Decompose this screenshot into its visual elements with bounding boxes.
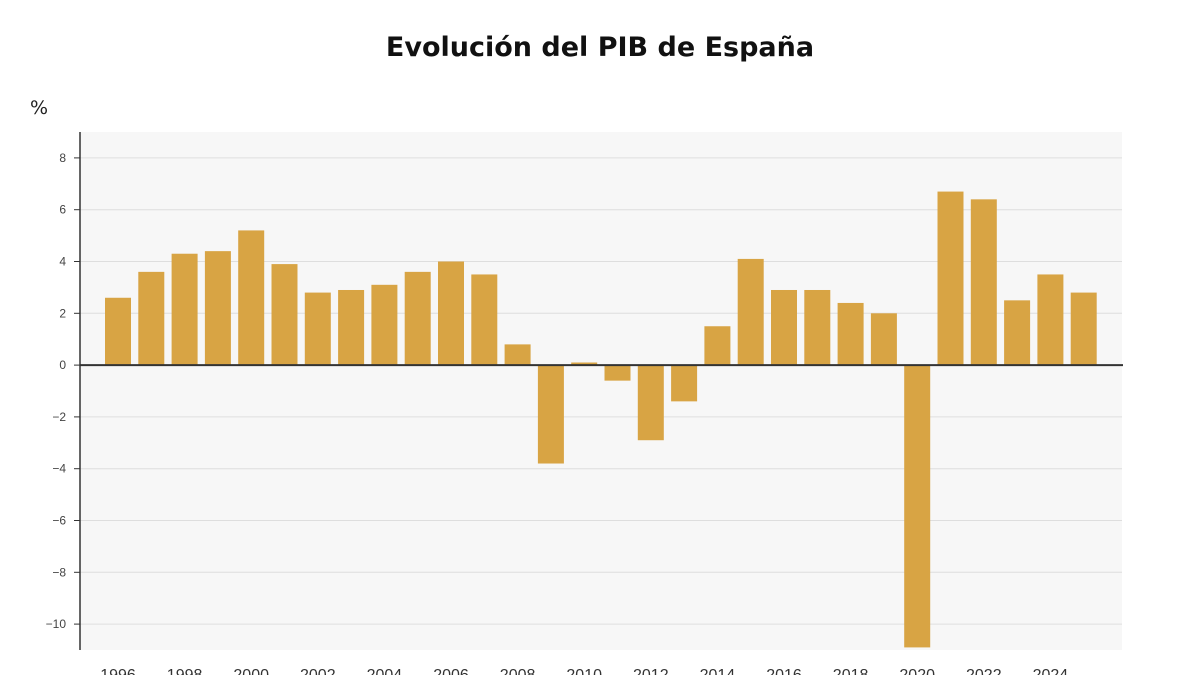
bar-2003: [338, 289, 365, 366]
x-tick-label: 2000: [233, 667, 269, 675]
bar-2005: [404, 271, 431, 366]
bar-2014: [704, 326, 731, 366]
bar-2015: [737, 258, 764, 366]
x-tick-label: 2002: [300, 667, 336, 675]
bar-2022: [970, 199, 997, 366]
bar-1997: [138, 271, 165, 366]
bar-2004: [371, 284, 398, 366]
x-tick-label: 2014: [700, 667, 736, 675]
x-tick-label: 2008: [500, 667, 536, 675]
y-tick-label: −2: [52, 410, 66, 424]
y-tick-label: −4: [52, 462, 66, 476]
y-tick-label: 2: [59, 306, 66, 320]
bar-2016: [771, 289, 797, 366]
bar-1999: [204, 251, 231, 366]
y-tick-label: −6: [52, 514, 66, 528]
bar-2023: [1004, 300, 1031, 366]
bar-2011: [604, 365, 631, 381]
bar-2024: [1037, 274, 1064, 366]
y-tick-label: 6: [59, 203, 66, 217]
y-axis-ticks: 8 6 4 2 0 −2 −4 −6 −8 −10: [46, 151, 80, 631]
bar-2017: [804, 289, 831, 366]
bar-2009: [537, 365, 564, 464]
x-tick-label: 1998: [167, 667, 203, 675]
bar-2006: [438, 261, 464, 366]
y-tick-label: 8: [59, 151, 66, 165]
bar-2020: [904, 365, 931, 648]
x-tick-label: 2018: [833, 667, 869, 675]
bars: [105, 191, 1097, 648]
bar-2013: [671, 365, 698, 402]
bar-2021: [937, 191, 964, 366]
x-tick-label: 2020: [899, 667, 935, 675]
bar-2007: [471, 274, 498, 366]
y-tick-label: 0: [59, 358, 66, 372]
x-tick-label: 2010: [566, 667, 602, 675]
chart-title: Evolución del PIB de España: [385, 32, 815, 63]
bar-2025: [1070, 292, 1097, 366]
bar-2012: [637, 365, 664, 441]
x-tick-label: 2022: [966, 667, 1002, 675]
x-tick-label: 2004: [367, 667, 403, 675]
bar-2019: [870, 313, 897, 366]
x-tick-label: 2016: [766, 667, 802, 675]
bar-2001: [271, 264, 298, 366]
y-tick-label: −8: [52, 565, 66, 579]
bar-1996: [105, 297, 131, 366]
y-tick-label: −10: [46, 617, 67, 631]
y-tick-label: 4: [59, 255, 66, 269]
bar-2018: [837, 302, 864, 366]
bar-2000: [238, 230, 265, 366]
x-axis-ticks: 1996 1998 2000 2002 2004 2006 2008 2010 2012 2014…: [100, 667, 1068, 675]
x-tick-label: 1996: [100, 667, 136, 675]
bar-2008: [504, 344, 531, 366]
bar-2002: [304, 292, 331, 366]
bar-2010: [571, 362, 598, 366]
x-tick-label: 2024: [1033, 667, 1069, 675]
bar-1998: [171, 253, 198, 366]
x-tick-label: 2012: [633, 667, 669, 675]
y-axis-unit-label: %: [30, 97, 49, 119]
x-tick-label: 2006: [433, 667, 469, 675]
